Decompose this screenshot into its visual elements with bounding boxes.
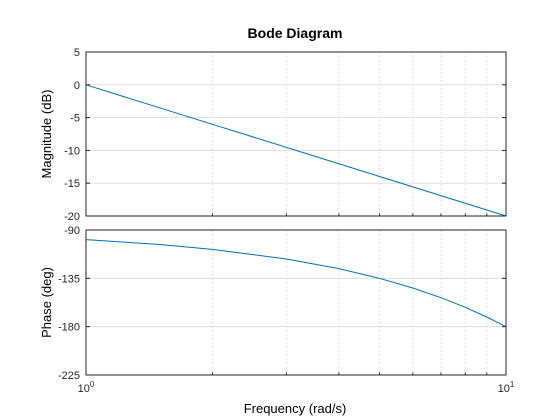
magnitude-axes	[85, 51, 507, 217]
x-tick-label: 101	[498, 380, 515, 395]
magnitude-panel: 5 0 -5 -10 -15 -20 Magnitude (dB)	[39, 47, 507, 223]
y-tick-label: 5	[74, 47, 80, 59]
x-tick-label: 100	[78, 380, 95, 395]
x-ticks: 100 101	[78, 213, 515, 395]
phase-axes	[85, 229, 507, 376]
y-tick-label: -15	[64, 178, 80, 190]
y-tick-label: -225	[58, 370, 80, 382]
y-tick-label: -135	[58, 273, 80, 285]
x-axis-label: Frequency (rad/s)	[244, 401, 347, 416]
phase-y-label: Phase (deg)	[39, 267, 54, 338]
y-tick-label: -5	[70, 113, 80, 125]
y-tick-label: 0	[74, 80, 80, 92]
y-tick-label: -90	[64, 225, 80, 237]
phase-y-ticks: -90 -135 -180 -225	[58, 225, 506, 382]
y-tick-label: -20	[64, 211, 80, 223]
chart-title: Bode Diagram	[248, 25, 343, 41]
phase-series-line	[85, 239, 507, 328]
magnitude-y-label: Magnitude (dB)	[39, 90, 54, 179]
magnitude-frame	[85, 51, 507, 217]
phase-frame	[85, 229, 507, 376]
magnitude-series-line	[85, 84, 507, 217]
y-tick-label: -180	[58, 322, 80, 334]
y-tick-label: -10	[64, 145, 80, 157]
phase-panel: -90 -135 -180 -225 Phase (deg)	[39, 225, 507, 382]
